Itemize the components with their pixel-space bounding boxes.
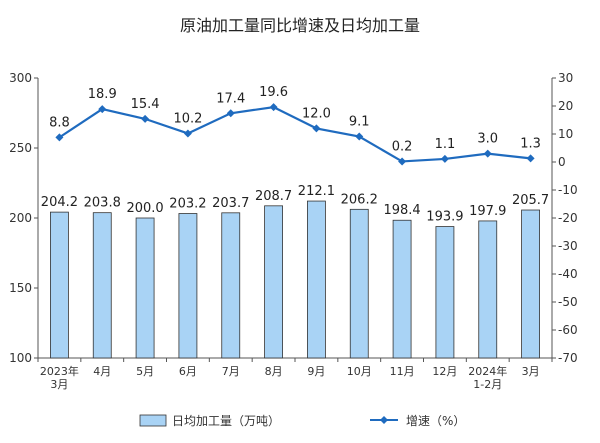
line-point <box>98 105 107 114</box>
bar <box>307 200 326 359</box>
bar <box>92 212 112 359</box>
line-value-label: 15.4 <box>131 97 160 112</box>
x-tick-label: 9月 <box>307 365 325 378</box>
bar-value-label: 212.1 <box>298 184 335 199</box>
bar <box>349 208 369 359</box>
x-tick-label: 6月 <box>179 365 197 378</box>
bar-value-label: 204.2 <box>41 195 78 210</box>
line-point <box>526 154 535 163</box>
bar <box>221 212 241 359</box>
bar <box>135 217 155 359</box>
x-tick-label: 12月 <box>432 365 457 378</box>
line-point <box>269 103 278 112</box>
legend-line-label: 增速（%） <box>406 414 465 428</box>
bar-value-label: 200.0 <box>126 201 163 216</box>
line-value-label: 9.1 <box>349 115 370 130</box>
left-tick-label: 300 <box>9 71 32 85</box>
legend-line-marker <box>380 416 388 424</box>
line-point <box>355 132 364 141</box>
bar <box>435 226 455 359</box>
left-tick-label: 200 <box>9 211 32 225</box>
line-value-label: 17.4 <box>216 91 245 106</box>
right-tick-label: -40 <box>558 267 578 281</box>
left-tick-label: 250 <box>9 141 32 155</box>
right-tick-label: 20 <box>558 99 573 113</box>
x-tick-label: 4月 <box>93 365 111 378</box>
x-tick-label: 11月 <box>390 365 415 378</box>
x-tick-label: 2023年 <box>40 364 79 378</box>
line-value-label: 3.0 <box>477 132 498 147</box>
line-value-label: 12.0 <box>302 106 331 121</box>
line-point <box>483 149 492 158</box>
right-tick-label: 30 <box>558 71 573 85</box>
x-tick-label: 3月 <box>522 365 540 378</box>
right-tick-label: 0 <box>558 155 566 169</box>
x-tick-label: 10月 <box>347 365 372 378</box>
legend: 日均加工量（万吨） 增速（%） <box>139 414 465 428</box>
x-tick-label: 1-2月 <box>473 378 502 391</box>
legend-bar-swatch <box>139 414 167 427</box>
line-point <box>55 133 64 142</box>
line-value-label: 8.8 <box>49 115 70 130</box>
bar-value-label: 203.2 <box>169 197 206 212</box>
right-tick-label: -60 <box>558 323 578 337</box>
axes: 100 150 200 250 300 -70 -60 -50 -40 -30 -20 -10 0 10 2… <box>9 71 578 365</box>
bar <box>178 213 198 359</box>
x-tick-label: 2024年 <box>468 364 507 378</box>
bar <box>264 205 283 359</box>
bar-value-label: 206.2 <box>341 192 378 207</box>
chart-title: 原油加工量同比增速及日均加工量 <box>179 16 420 35</box>
right-tick-label: -10 <box>558 183 578 197</box>
line-value-label: 19.6 <box>259 85 288 100</box>
bar-value-label: 197.9 <box>469 204 506 219</box>
bar-value-label: 203.8 <box>84 196 121 211</box>
right-tick-label: 10 <box>558 127 573 141</box>
bar-value-label: 198.4 <box>383 203 420 218</box>
line-value-label: 1.1 <box>435 137 456 152</box>
bar <box>50 211 69 359</box>
line-point <box>398 157 407 166</box>
x-tick-label: 3月 <box>50 378 68 391</box>
right-tick-label: -20 <box>558 211 578 225</box>
line-point <box>226 109 235 118</box>
line-point <box>440 154 449 163</box>
line-point <box>312 124 321 133</box>
line-series: 8.8 18.9 15.4 10.2 17.4 19.6 12.0 9.1 0.2 1.1 3.0 1… <box>49 85 541 166</box>
right-tick-label: -70 <box>558 351 578 365</box>
line-value-label: 10.2 <box>173 111 202 126</box>
line-point <box>183 129 192 138</box>
growth-line <box>58 105 531 163</box>
bar-value-label: 203.7 <box>212 196 249 211</box>
right-tick-label: -30 <box>558 239 578 253</box>
bar <box>478 220 498 359</box>
bar-series: 204.2 203.8 200.0 203.2 203.7 208.7 212.1 206.2… <box>41 184 549 359</box>
bar <box>392 219 412 359</box>
x-tick-label: 5月 <box>136 365 154 378</box>
line-value-label: 18.9 <box>88 87 117 102</box>
legend-bar-label: 日均加工量（万吨） <box>172 414 280 428</box>
left-tick-label: 100 <box>9 351 32 365</box>
line-value-label: 1.3 <box>520 136 541 151</box>
line-value-label: 0.2 <box>392 139 413 154</box>
x-tick-label: 8月 <box>265 365 283 378</box>
left-tick-label: 150 <box>9 281 32 295</box>
bar-value-label: 205.7 <box>512 193 549 208</box>
x-tick-label: 7月 <box>222 365 240 378</box>
line-point <box>141 114 150 123</box>
bar-value-label: 208.7 <box>255 189 292 204</box>
bar-value-label: 193.9 <box>426 210 463 225</box>
right-tick-label: -50 <box>558 295 578 309</box>
bar <box>521 209 540 359</box>
